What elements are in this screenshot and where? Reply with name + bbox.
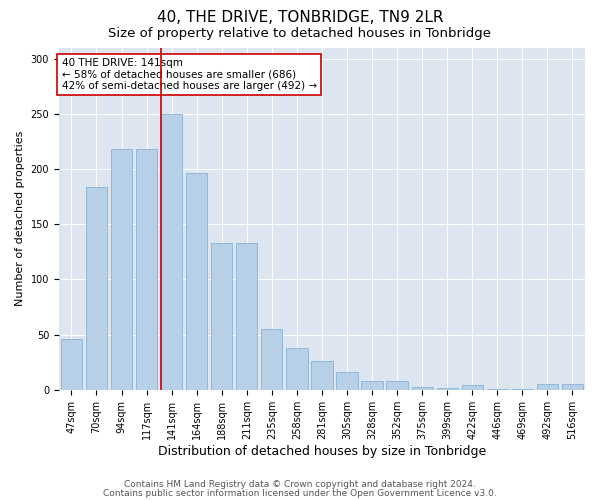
Bar (412, 386, 433, 390)
Bar (211, 243, 232, 390)
X-axis label: Distribution of detached houses by size in Tonbridge: Distribution of detached houses by size … (158, 444, 486, 458)
Bar (537, 384, 558, 390)
Bar (337, 372, 358, 390)
Text: 40, THE DRIVE, TONBRIDGE, TN9 2LR: 40, THE DRIVE, TONBRIDGE, TN9 2LR (157, 10, 443, 25)
Bar (236, 243, 257, 390)
Text: Contains public sector information licensed under the Open Government Licence v3: Contains public sector information licen… (103, 488, 497, 498)
Bar (261, 329, 283, 390)
Bar (562, 384, 583, 390)
Text: 40 THE DRIVE: 141sqm
← 58% of detached houses are smaller (686)
42% of semi-deta: 40 THE DRIVE: 141sqm ← 58% of detached h… (62, 58, 317, 91)
Y-axis label: Number of detached properties: Number of detached properties (15, 131, 25, 306)
Bar (386, 381, 408, 390)
Bar (136, 149, 157, 390)
Bar (186, 174, 208, 390)
Text: Size of property relative to detached houses in Tonbridge: Size of property relative to detached ho… (109, 28, 491, 40)
Bar (437, 388, 458, 390)
Bar (86, 186, 107, 390)
Bar (286, 348, 308, 390)
Bar (311, 361, 332, 390)
Bar (461, 386, 483, 390)
Bar (61, 339, 82, 390)
Bar (161, 114, 182, 390)
Bar (487, 388, 508, 390)
Bar (512, 388, 533, 390)
Text: Contains HM Land Registry data © Crown copyright and database right 2024.: Contains HM Land Registry data © Crown c… (124, 480, 476, 489)
Bar (361, 381, 383, 390)
Bar (111, 149, 132, 390)
